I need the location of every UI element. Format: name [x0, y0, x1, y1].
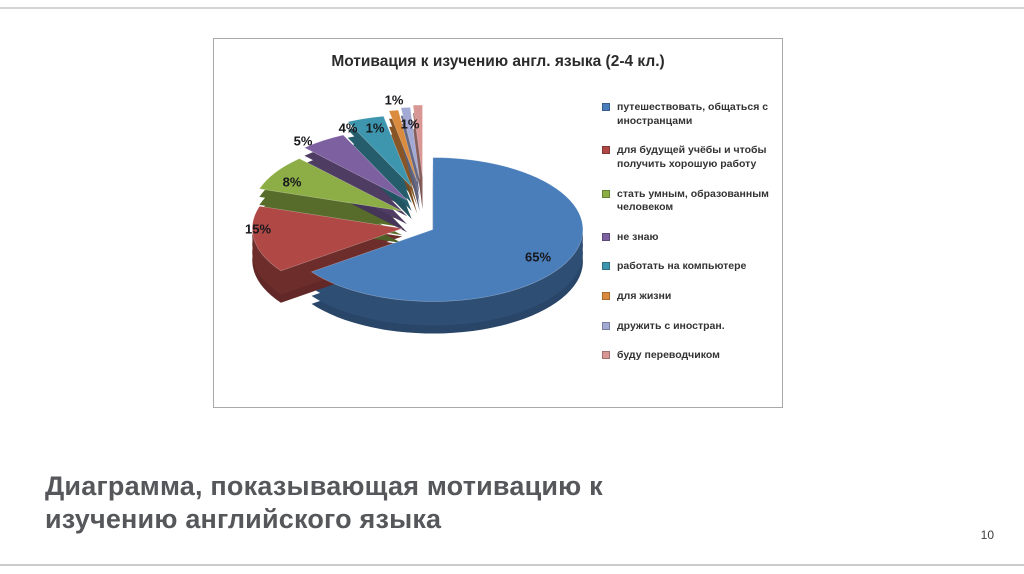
- legend-swatch: [602, 262, 610, 271]
- chart-panel: Мотивация к изучению англ. языка (2-4 кл…: [213, 38, 783, 408]
- legend-label: для жизни: [617, 290, 672, 303]
- legend-item: дружить с иностран.: [602, 320, 774, 334]
- legend-swatch: [602, 189, 610, 198]
- legend-swatch: [602, 351, 610, 360]
- pie-slice: [347, 115, 412, 188]
- pie-percent-label: 1%: [365, 120, 385, 136]
- legend-swatch: [602, 146, 610, 155]
- slide-top-rule: [0, 7, 1024, 9]
- pie-percent-label: 1%: [400, 116, 420, 132]
- chart-title: Мотивация к изучению англ. языка (2-4 кл…: [331, 53, 665, 70]
- legend-label: для будущей учёбы и чтобы получить хорош…: [617, 144, 767, 170]
- legend-label: не знаю: [617, 230, 659, 243]
- legend-item: стать умным, образованным человеком: [602, 188, 774, 215]
- legend-swatch: [602, 103, 610, 111]
- chart-legend: путешествовать, общаться с иностранцами д…: [602, 101, 774, 363]
- pie-slice-side: [347, 132, 412, 203]
- page-number: 10: [980, 528, 994, 542]
- pie-slice-side: [347, 124, 412, 195]
- slide-bottom-rule: [0, 564, 1024, 566]
- legend-item: работать на компьютере: [602, 260, 774, 274]
- pie-slice-side: [400, 115, 420, 188]
- legend-label: дружить с иностран.: [617, 319, 725, 332]
- legend-item: для жизни: [602, 290, 774, 304]
- pie-percent-label: 4%: [338, 120, 358, 136]
- pie-slice-side: [400, 139, 420, 212]
- legend-item: путешествовать, общаться с иностранцами: [602, 101, 774, 128]
- pie-percent-label: 5%: [293, 133, 313, 149]
- pie-percent-label: 1%: [384, 92, 404, 108]
- slide-caption-line2: изучению английского языка: [45, 504, 442, 535]
- pie-slice-side: [389, 126, 418, 198]
- legend-label: стать умным, образованным человеком: [617, 187, 769, 214]
- legend-swatch: [602, 232, 610, 241]
- pie-slice: [400, 107, 420, 180]
- legend-item: не знаю: [602, 231, 774, 245]
- legend-swatch: [602, 321, 610, 330]
- slide-caption: Диаграмма, показывающая мотивацию к изуч…: [45, 470, 603, 537]
- pie-slice: [258, 158, 403, 212]
- slide-caption-line1: Диаграмма, показывающая мотивацию к: [45, 471, 603, 501]
- pie-percent-label: 8%: [282, 174, 302, 190]
- pie-slice: [310, 157, 584, 302]
- pie-slice: [412, 104, 423, 178]
- legend-label: путешествовать, общаться с иностранцами: [617, 101, 769, 127]
- legend-label: работать на компьютере: [617, 260, 747, 273]
- pie-percent-label: 15%: [244, 221, 272, 237]
- pie-slice: [388, 109, 418, 182]
- pie-slice: [252, 205, 403, 272]
- pie-slice: [303, 134, 408, 201]
- pie-chart: [252, 104, 584, 334]
- pie-percent-label: 65%: [524, 249, 552, 265]
- legend-swatch: [602, 292, 610, 301]
- legend-item: буду переводчиком: [602, 349, 774, 363]
- legend-item: для будущей учёбы и чтобы получить хорош…: [602, 144, 774, 171]
- legend-label: буду переводчиком: [617, 349, 720, 362]
